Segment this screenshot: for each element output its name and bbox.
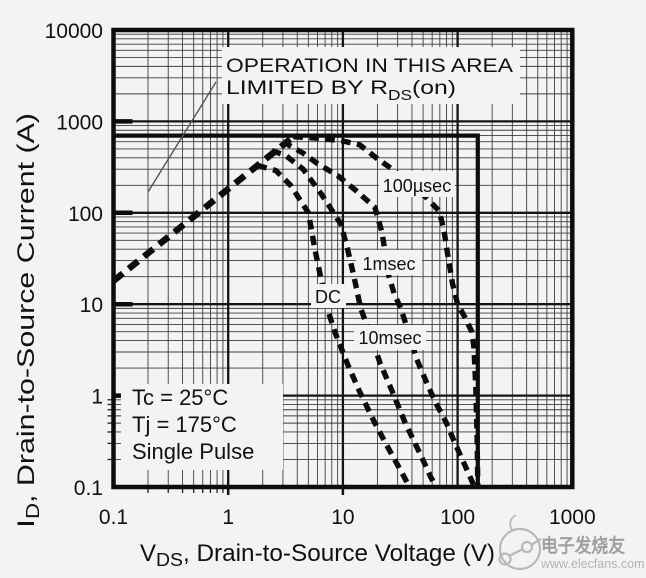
curve-label-100usec: 100µsec: [383, 176, 451, 196]
watermark-logo: [498, 514, 542, 571]
annotation-line2-prefix: LIMITED BY R: [226, 78, 388, 99]
x-axis-title-rest: , Drain-to-Source Voltage (V): [183, 540, 495, 567]
annotation-line1: OPERATION IN THIS AREA: [226, 56, 513, 77]
plot-frame: [111, 27, 575, 490]
curve-label-10msec: 10msec: [358, 328, 421, 348]
curve-10msec: [270, 147, 439, 489]
watermark-site-url: www.elecfans.com: [540, 557, 645, 571]
curve-1msec: [281, 139, 477, 489]
condition-background: [121, 384, 283, 470]
y-axis-title-rest: , Drain-to-Source Current (A): [13, 113, 40, 503]
watermark: 电子发烧友 www.elecfans.com: [498, 514, 645, 571]
y-tick-label: 10000: [45, 20, 103, 43]
y-tick-label: 0.1: [74, 477, 103, 500]
watermark-logo-circle: [498, 527, 542, 571]
x-tick-label: 1: [222, 506, 234, 529]
annotation-line2-subscript: DS: [388, 87, 412, 104]
soa-boundary-line: [113, 133, 480, 487]
watermark-logo-link-line2: [530, 538, 542, 546]
watermark-logo-node1: [498, 552, 512, 566]
annotation-line2-suffix: (on): [412, 78, 456, 99]
curve-label-dc: DC: [315, 287, 341, 307]
watermark-logo-link-line: [508, 548, 524, 557]
condition-tj: Tj = 175°C: [132, 412, 237, 437]
y-tick-label: 100: [68, 203, 103, 226]
curve-labels: 100µsec 1msec DC 10msec: [311, 171, 455, 350]
x-axis-title-subscript: DS: [156, 550, 183, 570]
annotation-line2: LIMITED BY RDS(on): [226, 78, 456, 104]
y-tick-label: 1000: [56, 111, 103, 134]
curve-label-1msec: 1msec: [362, 254, 415, 274]
x-tick-label: 10: [331, 506, 354, 529]
curve-dc: [256, 162, 412, 489]
condition-tc: Tc = 25°C: [132, 385, 228, 410]
condition-box: Tc = 25°C Tj = 175°C Single Pulse: [121, 384, 283, 470]
grid: [113, 30, 573, 487]
label-bg-100usec: [379, 171, 455, 197]
y-axis-title: ID, Drain-to-Source Current (A): [13, 113, 43, 528]
watermark-logo-tail: [509, 514, 517, 531]
condition-pulse: Single Pulse: [132, 439, 254, 464]
x-tick-label: 1000: [549, 506, 596, 529]
y-tick-label: 1: [91, 386, 103, 409]
curve-100usec: [293, 134, 481, 488]
x-tick-label: 100: [440, 506, 475, 529]
x-axis-title: VDS, Drain-to-Source Voltage (V): [140, 540, 495, 570]
watermark-site-name: 电子发烧友: [541, 534, 625, 557]
annotation-leader-line: [147, 81, 217, 193]
x-tick-label: 0.1: [99, 506, 128, 529]
label-bg-10msec: [354, 325, 426, 350]
watermark-logo-node2: [520, 540, 534, 554]
y-tick-label: 10: [80, 294, 103, 317]
label-bg-dc: [311, 284, 346, 308]
y-axis-title-main: I: [13, 519, 40, 528]
axis-tick-labels: 10000 1000 100 10 1 0.1 0.1 1 10 100 1000: [45, 20, 596, 529]
annotation-background: [222, 47, 520, 104]
y-axis-title-subscript: D: [23, 503, 43, 519]
label-bg-1msec: [356, 250, 422, 275]
x-axis-title-main: V: [140, 540, 156, 567]
rdson-annotation: OPERATION IN THIS AREA LIMITED BY RDS(on…: [147, 47, 520, 193]
soa-curves: [111, 133, 481, 489]
